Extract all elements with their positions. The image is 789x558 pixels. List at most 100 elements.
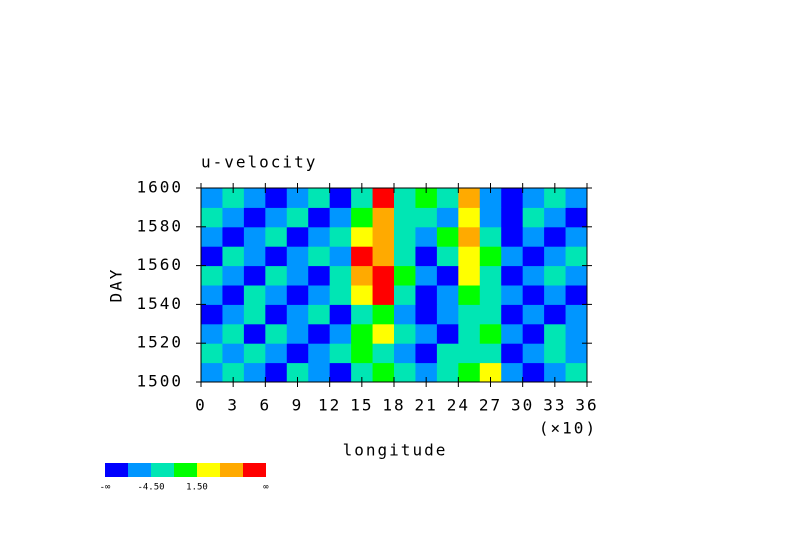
cell	[372, 285, 395, 305]
cell	[308, 265, 331, 286]
cell	[458, 304, 481, 325]
cell	[565, 226, 588, 247]
cell	[243, 265, 266, 286]
cell	[565, 246, 588, 267]
cell	[265, 304, 288, 325]
cell	[372, 207, 395, 228]
cell	[415, 246, 438, 267]
cell	[308, 188, 331, 208]
cell	[351, 226, 374, 247]
cell	[243, 226, 266, 247]
cell	[544, 226, 567, 247]
cell	[415, 207, 438, 228]
cell	[222, 226, 245, 247]
cell	[415, 188, 438, 208]
cell	[222, 207, 245, 228]
chart-title: u-velocity	[201, 153, 317, 172]
cell	[286, 265, 309, 286]
cell	[286, 246, 309, 267]
cell	[222, 285, 245, 305]
cell	[565, 304, 588, 325]
cell	[415, 285, 438, 305]
cell	[436, 188, 459, 208]
cell	[329, 188, 352, 208]
cell	[286, 188, 309, 208]
cell	[222, 323, 245, 344]
cell	[201, 323, 223, 344]
cell	[286, 304, 309, 325]
cell	[286, 207, 309, 228]
cell	[394, 246, 416, 267]
cell	[522, 207, 545, 228]
cell	[458, 246, 481, 267]
cell	[458, 285, 481, 305]
cell	[222, 304, 245, 325]
x-tick-label: 33	[543, 396, 566, 415]
cell	[458, 362, 481, 383]
cell	[394, 226, 416, 247]
cell	[394, 285, 416, 305]
cell	[308, 304, 331, 325]
cell	[436, 343, 459, 364]
cell	[265, 188, 288, 208]
cell	[544, 188, 567, 208]
cell	[394, 343, 416, 364]
cell	[308, 362, 331, 383]
cell	[501, 207, 524, 228]
cell	[201, 265, 223, 286]
cell	[329, 226, 352, 247]
x-tick-label: 9	[292, 396, 304, 415]
cell	[479, 285, 502, 305]
cell	[522, 246, 545, 267]
y-tick-label: 1560	[136, 255, 183, 274]
cell	[479, 188, 502, 208]
cell	[351, 323, 374, 344]
cell	[265, 246, 288, 267]
cell	[479, 304, 502, 325]
cell	[201, 285, 223, 305]
cell	[565, 207, 588, 228]
cell	[479, 362, 502, 383]
x-tick-label: 30	[511, 396, 534, 415]
cell	[394, 207, 416, 228]
cell	[415, 362, 438, 383]
cell	[458, 226, 481, 247]
cell	[501, 188, 524, 208]
cell	[522, 323, 545, 344]
cell	[222, 246, 245, 267]
cell	[329, 246, 352, 267]
cell	[522, 343, 545, 364]
cell	[243, 188, 266, 208]
x-tick-label: 12	[318, 396, 341, 415]
x-tick-label: 15	[350, 396, 373, 415]
cell	[329, 304, 352, 325]
cell	[265, 285, 288, 305]
cell	[351, 265, 374, 286]
cell	[436, 362, 459, 383]
x-multiplier: (×10)	[539, 419, 597, 438]
cell	[394, 362, 416, 383]
cell	[501, 246, 524, 267]
cell	[565, 343, 588, 364]
cell	[308, 207, 331, 228]
cell	[286, 285, 309, 305]
cell	[372, 246, 395, 267]
cell	[329, 285, 352, 305]
cell	[501, 304, 524, 325]
x-tick-label: 3	[227, 396, 239, 415]
cell	[544, 362, 567, 383]
cell	[308, 246, 331, 267]
x-tick-label: 36	[575, 396, 598, 415]
y-tick-label: 1520	[136, 333, 183, 352]
cell	[522, 188, 545, 208]
cell	[436, 304, 459, 325]
cell	[394, 188, 416, 208]
cell	[329, 323, 352, 344]
cell	[565, 265, 588, 286]
colorbar-box	[174, 463, 197, 477]
cell	[222, 265, 245, 286]
cell	[544, 323, 567, 344]
cell	[372, 343, 395, 364]
colorbar-box	[105, 463, 128, 477]
cell	[308, 323, 331, 344]
